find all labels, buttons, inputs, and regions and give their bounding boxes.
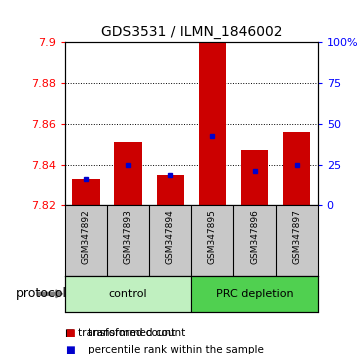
Text: GSM347893: GSM347893 [124,209,132,264]
Text: GSM347895: GSM347895 [208,209,217,264]
Text: GSM347897: GSM347897 [292,209,301,264]
Bar [241,150,268,205]
Bar [199,39,226,205]
Text: transformed count: transformed count [88,328,186,338]
Text: GSM347894: GSM347894 [166,209,175,264]
Text: ■ transformed count: ■ transformed count [65,328,175,338]
Bar [65,276,191,312]
Text: PRC depletion: PRC depletion [216,289,293,299]
Bar [283,132,310,205]
Title: GDS3531 / ILMN_1846002: GDS3531 / ILMN_1846002 [101,25,282,39]
Text: GSM347892: GSM347892 [82,209,91,264]
Text: ■: ■ [65,346,75,354]
Bar [72,179,100,205]
Bar [114,142,142,205]
Text: ■: ■ [65,328,75,338]
Bar [157,175,184,205]
Text: control: control [109,289,147,299]
Text: GSM347896: GSM347896 [250,209,259,264]
Text: percentile rank within the sample: percentile rank within the sample [88,346,264,354]
Text: protocol: protocol [16,287,67,300]
Bar [191,276,318,312]
